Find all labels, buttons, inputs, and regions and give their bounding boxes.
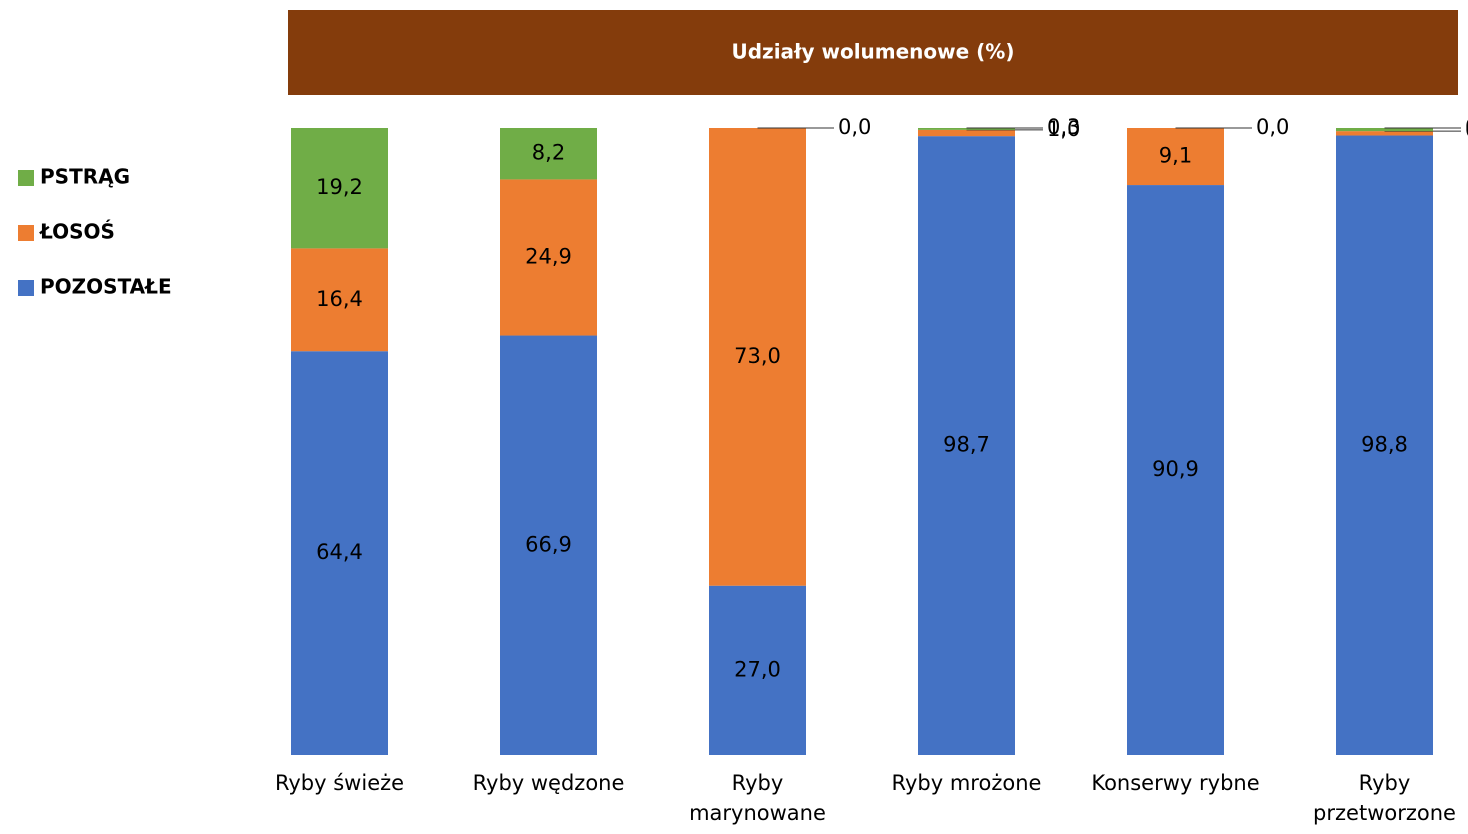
data-label: 0,0 [838,115,871,139]
bar-segment [291,351,388,755]
legend-swatch [18,280,34,296]
x-label-box: Konserwy rybne [1091,771,1260,795]
bar-segment [500,128,597,180]
x-label-box: Ryby przetworzone [1313,771,1456,825]
legend-swatch [18,225,34,241]
x-tick-label: Ryby świeże [274,771,405,795]
data-label: 19,2 [316,175,363,199]
bar-segment [291,248,388,352]
bar-segment [918,136,1015,755]
bar-segment [918,129,1015,137]
bar-segment [1127,185,1224,755]
x-tick-label: Ryby przetworzone [1313,771,1456,825]
data-label: 1,0 [1047,117,1080,141]
legend-label: POZOSTAŁE [40,275,172,299]
data-label: 16,4 [316,287,363,311]
x-label-box: Ryby mrożone [891,771,1042,795]
legend-swatch [18,170,34,186]
x-label-box: Ryby świeże [274,771,405,795]
data-label: 8,2 [532,141,565,165]
data-label: 98,8 [1361,432,1408,456]
bar-segment [918,128,1015,130]
data-label: 0,3 [1047,115,1080,139]
data-label: 73,0 [734,344,781,368]
bar-segment [1336,135,1433,756]
legend-label: ŁOSOŚ [39,220,115,244]
bar-segment [291,128,388,249]
bar-segment [709,128,806,586]
x-label-box: Ryby wędzone [472,771,625,795]
bar-segment [709,585,806,755]
x-tick-label: Konserwy rybne [1091,771,1260,795]
data-label: 0,5 [1465,115,1468,139]
title-band [288,10,1458,95]
bar-segment [500,335,597,755]
data-label: 66,9 [525,532,572,556]
data-label: 98,7 [943,433,990,457]
bar-segment [1336,131,1433,136]
bar-segment [1127,128,1224,186]
legend-label: PSTRĄG [40,165,130,189]
x-tick-label: Ryby marynowane [689,771,826,825]
data-label: 64,4 [316,540,363,564]
data-label: 90,9 [1152,457,1199,481]
data-label: 24,9 [525,244,572,268]
data-label: 9,1 [1159,144,1192,168]
data-label: 0,7 [1465,118,1468,142]
x-tick-label: Ryby wędzone [472,771,625,795]
chart-title: Udziały wolumenowe (%) [732,40,1015,64]
bar-segment [500,179,597,336]
x-label-box: Ryby marynowane [689,771,826,825]
data-label: 0,0 [1256,115,1289,139]
bar-segment [1336,128,1433,132]
data-label: 27,0 [734,657,781,681]
x-tick-label: Ryby mrożone [891,771,1042,795]
